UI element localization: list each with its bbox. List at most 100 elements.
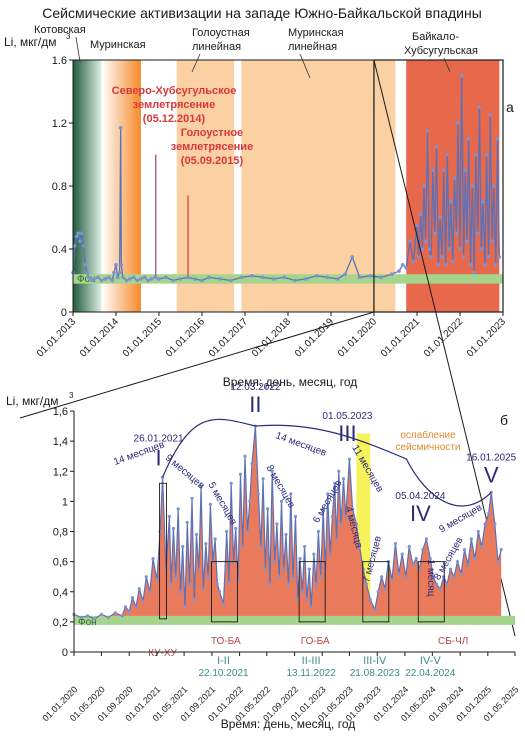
transition-box-4 [417, 561, 445, 623]
peak-i-box [159, 482, 168, 620]
point-a-2 [74, 234, 79, 239]
point-b-134 [476, 529, 480, 534]
point-a-89 [458, 247, 462, 251]
point-b-33 [194, 532, 199, 537]
point-a-43 [228, 278, 233, 283]
point-b-137 [487, 511, 491, 516]
transition-date-3: 21.08.2023 [350, 668, 400, 679]
point-a-21 [117, 270, 122, 275]
panel-label-a: а [506, 99, 514, 115]
point-b-17 [155, 578, 159, 582]
transition-box-1 [211, 561, 238, 623]
point-b-79 [305, 597, 309, 601]
series-line-b [73, 426, 502, 620]
point-b-31 [190, 496, 194, 500]
panel-b: ослаблениесейсмичностиФонI26.01.2021II12… [6, 382, 520, 731]
point-a-104 [484, 152, 489, 157]
point-b-130 [462, 547, 467, 552]
point-a-19 [114, 262, 118, 267]
point-b-71 [286, 582, 291, 586]
arc-label-10: 1 месяц [425, 560, 436, 597]
point-b-133 [473, 557, 477, 561]
connector-left [19, 311, 375, 419]
point-b-9 [127, 609, 131, 613]
point-a-106 [488, 113, 493, 117]
point-b-43 [218, 590, 222, 594]
point-b-22 [169, 582, 173, 586]
zone-label-1: КУ-ХУ [148, 648, 177, 659]
quake-1-title: Северо-Хубсугульское [112, 85, 237, 97]
point-a-70 [423, 239, 428, 243]
point-a-59 [390, 272, 394, 277]
point-b-73 [291, 575, 295, 579]
point-a-87 [454, 231, 459, 236]
point-b-67 [277, 575, 281, 579]
point-a-39 [192, 277, 197, 281]
point-a-17 [110, 278, 115, 283]
point-a-91 [461, 255, 466, 259]
ylabel-b: Li, мкг/дм [6, 394, 58, 408]
point-b-110 [393, 541, 398, 546]
peak-date-IV: 05.04.2024 [395, 491, 445, 502]
point-a-24 [121, 275, 125, 280]
xlabel-b: Время: день, месяц, год [221, 717, 355, 731]
point-b-83 [314, 582, 318, 586]
weakening-label-1: ослабление [400, 429, 456, 441]
point-b-74 [293, 514, 298, 519]
point-a-23 [119, 262, 124, 267]
point-b-32 [192, 597, 196, 601]
ytick-label-b-1: 0,2 [53, 617, 68, 629]
point-b-105 [376, 590, 380, 594]
point-b-26 [178, 590, 183, 594]
point-b-102 [364, 582, 369, 586]
point-b-114 [407, 544, 411, 549]
point-b-89 [328, 552, 332, 556]
point-a-16 [106, 275, 111, 280]
band-5 [406, 60, 500, 312]
point-a-93 [465, 239, 469, 243]
point-a-66 [416, 255, 421, 259]
transition-date-1: 22.10.2021 [198, 668, 248, 679]
point-b-127 [452, 575, 456, 579]
peak-label-II: II [249, 392, 261, 417]
xtick-label-a-7: 01.01.2020 [336, 316, 379, 359]
point-b-13 [141, 599, 145, 603]
point-b-77 [300, 590, 304, 594]
point-a-110 [495, 136, 500, 141]
ytick-label-a-4: 1.6 [52, 55, 67, 67]
point-a-75 [433, 231, 437, 236]
point-a-107 [490, 239, 494, 243]
point-a-108 [492, 184, 496, 188]
point-b-18 [158, 529, 162, 534]
point-b-78 [302, 544, 307, 549]
panel-label-b: б [500, 412, 508, 428]
point-a-105 [486, 255, 491, 259]
point-a-27 [131, 275, 136, 280]
point-b-49 [234, 526, 238, 531]
point-a-67 [418, 212, 423, 217]
quake-2-title: Голоустное [181, 127, 243, 139]
point-b-119 [424, 537, 429, 541]
point-b-53 [243, 454, 247, 458]
point-a-82 [445, 152, 450, 157]
point-a-71 [425, 129, 430, 133]
point-a-42 [218, 277, 222, 281]
point-b-24 [174, 575, 178, 579]
leader-murinskaya-lin [299, 53, 311, 79]
xtick-label-a-3: 01.01.2016 [164, 316, 207, 359]
transition-date-2: 13.11.2022 [286, 668, 336, 679]
point-b-37 [204, 541, 208, 546]
point-b-4 [99, 612, 104, 616]
point-b-65 [273, 560, 277, 564]
point-b-98 [350, 507, 355, 511]
point-a-22 [118, 125, 123, 130]
point-b-69 [282, 567, 286, 571]
point-a-86 [452, 176, 457, 180]
point-b-123 [438, 587, 442, 591]
point-b-64 [270, 469, 274, 473]
point-a-46 [261, 275, 265, 280]
point-b-122 [435, 582, 439, 586]
point-a-25 [124, 278, 129, 283]
point-a-65 [415, 223, 419, 228]
